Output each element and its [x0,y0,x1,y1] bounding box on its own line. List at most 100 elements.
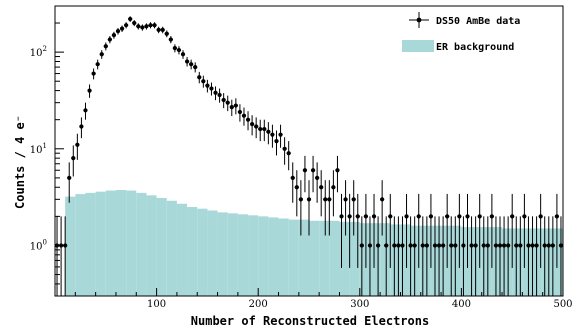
data-point [91,68,96,80]
data-marker [530,243,535,248]
er-background-bar [187,206,198,296]
data-point [384,216,389,296]
data-marker [225,100,230,105]
data-point [388,193,393,268]
er-background-histogram [65,189,563,296]
data-point [493,216,499,296]
data-point [306,180,312,236]
data-marker [270,132,275,137]
data-point [392,216,397,296]
data-marker [514,243,519,248]
x-tick-label: 500 [553,299,572,310]
data-marker [136,24,141,29]
data-point [266,122,271,145]
data-marker [266,129,271,134]
data-point [241,107,247,126]
legend-swatch-background [402,40,434,52]
er-background-bar [441,225,452,296]
data-point [75,133,80,160]
data-marker [473,243,478,248]
data-point [144,23,149,30]
data-marker [510,214,515,219]
data-marker [197,75,202,80]
data-point [290,162,295,203]
x-tick-label: 200 [249,299,268,310]
legend: DS50 AmBe data ER background [402,12,520,53]
data-marker [128,16,133,22]
er-background-bar [471,227,482,296]
data-marker [518,243,523,248]
data-point [282,137,287,165]
er-background-bar [430,225,442,296]
data-marker [262,126,267,132]
data-marker [477,214,482,219]
data-point [310,155,316,193]
data-marker [274,139,279,144]
data-marker [347,214,352,219]
data-point [213,86,218,101]
data-marker [351,197,356,202]
data-marker [71,156,76,161]
data-point [229,99,234,117]
data-marker [189,62,194,67]
data-point [420,216,425,296]
data-point [473,216,478,296]
data-marker [327,197,332,202]
data-marker [310,168,316,173]
data-point [396,216,401,296]
data-marker [461,243,466,248]
data-point [424,216,429,296]
data-marker [343,197,348,202]
data-point [331,170,336,217]
er-background-bar [349,221,360,296]
data-marker [465,214,470,219]
legend-label-data: DS50 AmBe data [436,16,520,27]
data-marker [156,27,161,32]
data-marker [392,243,397,248]
data-point [522,193,527,268]
er-background-bar [400,224,411,296]
data-point [558,216,564,296]
data-marker [542,243,547,248]
er-background-bar [491,227,503,296]
data-point [530,216,535,296]
data-point [205,79,210,93]
data-point [538,193,543,268]
data-point [489,193,494,268]
y-tick-label: 102 [30,45,47,59]
data-marker [95,62,100,67]
data-marker [254,124,259,129]
data-marker [99,52,104,57]
er-background-bar [532,228,543,296]
data-point [469,216,474,296]
er-background-bar [227,213,238,296]
er-background-bar [298,219,309,296]
data-marker [315,175,320,180]
data-point [107,36,112,44]
data-marker [493,243,499,248]
er-background-bar [288,219,299,296]
data-marker [111,32,117,38]
er-background-bar [339,221,350,296]
data-point [514,216,519,296]
data-marker [469,243,474,248]
data-point [197,71,202,84]
data-marker [229,104,234,110]
data-point [412,216,417,296]
data-marker [79,124,84,129]
data-point [274,130,279,156]
data-point [67,162,72,203]
data-point [408,216,413,296]
data-point [111,31,117,39]
data-point [79,117,84,139]
data-point [136,23,141,30]
data-marker [424,243,429,248]
data-marker [457,214,462,219]
data-point [546,216,551,296]
data-point [298,180,303,236]
data-point [445,193,450,268]
data-marker [371,214,377,219]
data-marker [441,243,446,248]
data-point [103,42,108,51]
ambe-data-points [54,16,564,296]
